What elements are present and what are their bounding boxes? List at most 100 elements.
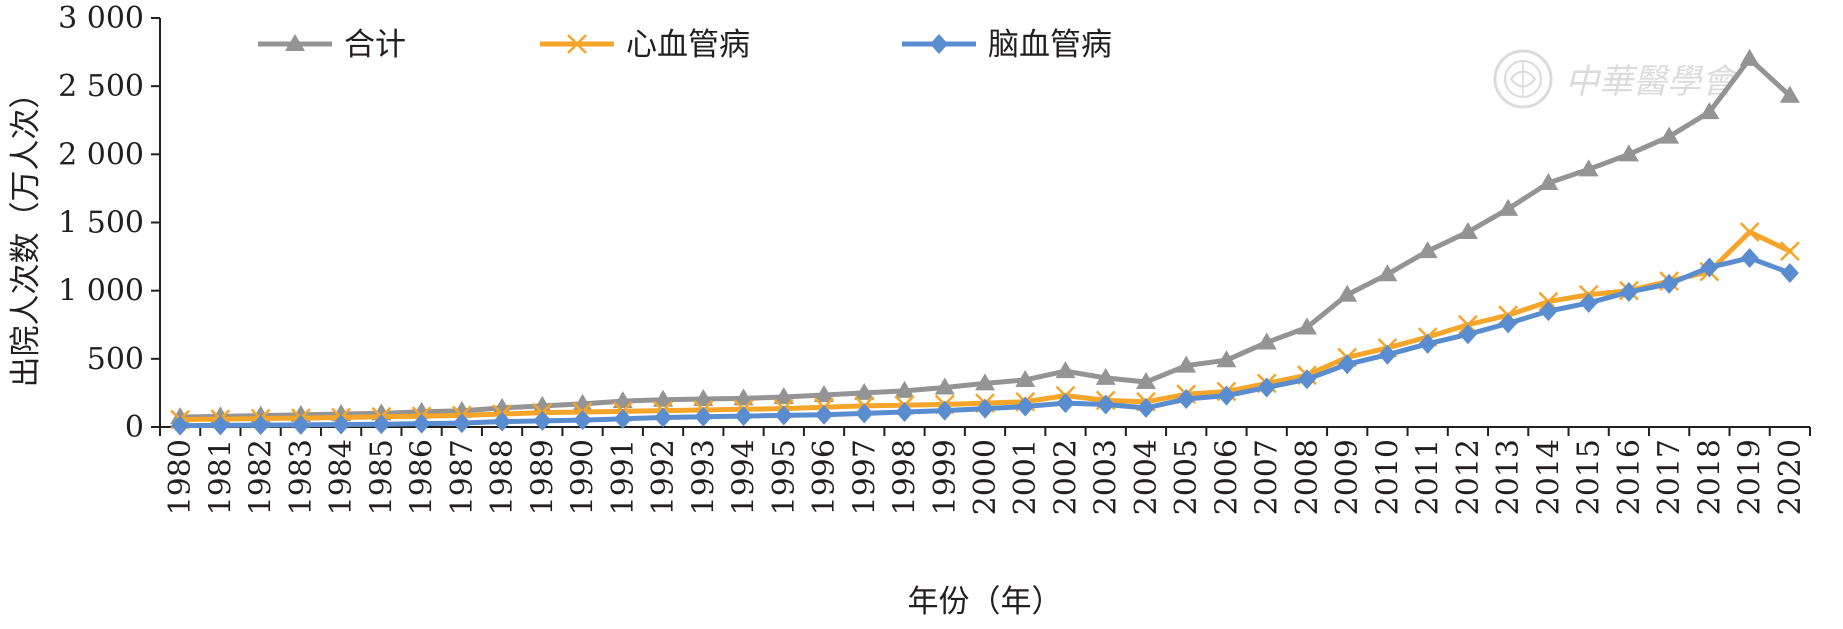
data-point [171,415,190,436]
data-point [1538,172,1559,190]
data-point [493,411,512,432]
data-point [733,388,754,406]
data-point [1135,372,1156,390]
data-point [1458,324,1477,345]
legend-item-1: 心血管病 [540,27,750,63]
data-point [1338,354,1357,375]
data-point [291,414,310,435]
x-tick-label: 1987 [445,439,480,515]
x-tick-label: 1990 [566,439,601,515]
series-line [177,56,1793,420]
data-point [855,403,874,424]
legend-marker [930,34,948,54]
x-tick-label: 1997 [847,439,882,515]
data-point [1780,262,1799,283]
x-tick-label: 2007 [1250,439,1285,515]
y-tick-label: 2 500 [58,69,144,104]
data-point [1659,126,1680,144]
y-tick-label: 500 [87,342,144,377]
data-point [815,404,834,425]
data-point [1256,332,1277,350]
x-tick-label: 2010 [1370,439,1405,515]
data-point [895,402,914,423]
series-line [177,229,1793,423]
legend-label: 合计 [344,27,406,63]
x-tick-label: 2013 [1491,439,1526,515]
legend-item-2: 脑血管病 [902,27,1112,63]
data-point [533,410,552,431]
data-point [1016,396,1035,417]
x-tick-label: 1991 [606,439,641,515]
x-tick-label: 1996 [807,439,842,515]
data-point [1176,355,1197,373]
data-point [894,380,915,398]
x-tick-label: 2014 [1531,439,1566,515]
data-point [412,413,431,434]
x-tick-label: 2002 [1048,439,1083,515]
series-1 [170,222,1800,430]
x-tick-label: 1985 [364,439,399,515]
data-point [1055,361,1076,379]
x-tick-label: 1983 [284,439,319,515]
y-tick-label: 1 500 [58,206,144,241]
legend-label: 脑血管病 [988,27,1112,63]
x-tick-label: 2015 [1572,439,1607,515]
data-point [573,410,592,431]
x-tick-label: 2019 [1733,439,1768,515]
data-point [975,373,995,391]
x-marker-stroke [1779,241,1800,262]
y-axis-title: 出院人次数（万人次） [8,78,44,388]
data-point [1136,397,1155,418]
x-tick-label: 2008 [1290,439,1325,515]
x-tick-label: 1992 [646,439,681,515]
x-marker-stroke [1739,222,1760,242]
data-point [734,406,753,427]
x-tick-label: 1993 [686,439,721,515]
data-point [332,414,351,435]
data-point [1499,313,1518,334]
x-tick-label: 1988 [485,439,520,515]
data-point [1699,102,1720,120]
data-point [1378,344,1397,365]
data-point [1779,85,1800,103]
data-point [1498,198,1519,216]
data-point [1296,317,1317,335]
data-point [654,407,673,428]
data-point [612,391,633,409]
data-point [1619,282,1638,303]
y-tick-label: 0 [125,410,144,445]
data-point [452,413,471,434]
data-point [1418,333,1437,354]
data-point [1297,369,1316,390]
data-point [1217,385,1236,406]
data-point [372,414,391,435]
data-point [613,408,632,429]
x-tick-label: 2018 [1692,439,1727,515]
x-tick-label: 1982 [244,439,279,515]
x-tick-label: 2000 [968,439,1003,515]
x-tick-label: 2001 [1008,439,1043,515]
data-point [774,405,793,426]
y-tick-label: 3 000 [58,1,144,36]
data-point [976,398,994,419]
x-tick-label: 2017 [1652,439,1687,515]
data-point [1095,367,1116,385]
watermark-text: 中華醫學會 [1565,62,1740,102]
data-point [1257,377,1276,398]
x-tick-label: 2009 [1330,439,1365,515]
x-tick-label: 2004 [1129,439,1164,515]
data-point [934,377,955,395]
x-tick-label: 1995 [767,439,802,515]
x-tick-label: 2016 [1612,439,1647,515]
data-point [1096,394,1115,415]
data-point [1739,48,1760,66]
x-tick-label: 1980 [163,439,198,515]
data-point [693,389,714,407]
x-tick-label: 2011 [1411,439,1446,515]
data-point [773,387,794,405]
data-point [653,389,674,407]
data-point [1177,389,1196,410]
x-axis-title: 年份（年） [908,584,1063,620]
data-point [1739,222,1760,242]
